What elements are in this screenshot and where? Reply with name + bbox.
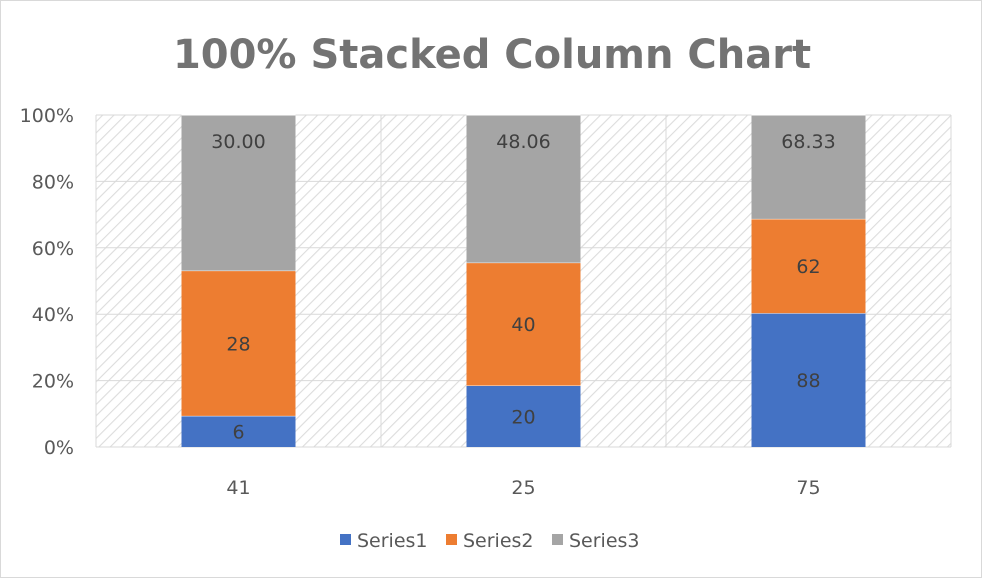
y-tick-label: 100% [20, 105, 74, 127]
data-label: 30.00 [211, 131, 265, 153]
bar-series3-25 [466, 115, 581, 263]
chart-title: 100% Stacked Column Chart [173, 32, 811, 78]
legend-item-series1: Series1 [340, 530, 428, 552]
data-label: 48.06 [496, 131, 550, 153]
bar-series1-25 [466, 385, 581, 447]
data-label: 20 [511, 406, 535, 428]
data-label: 62 [796, 256, 820, 278]
data-label: 6 [232, 421, 244, 443]
y-tick-label: 60% [32, 238, 74, 260]
data-label: 40 [511, 314, 535, 336]
data-label: 88 [796, 370, 820, 392]
legend-swatch [446, 534, 457, 545]
y-axis-ticks: 0% 20% 40% 60% 80% 100% [20, 105, 74, 459]
bar-series2-41 [181, 270, 296, 416]
data-label: 68.33 [781, 131, 835, 153]
legend-label: Series3 [569, 530, 640, 552]
legend-label: Series1 [357, 530, 428, 552]
x-axis-ticks: 41 25 75 [226, 477, 820, 499]
legend-item-series2: Series2 [446, 530, 534, 552]
x-tick-label: 41 [226, 477, 250, 499]
y-tick-label: 80% [32, 171, 74, 193]
y-tick-label: 40% [32, 304, 74, 326]
bar-series3-75 [751, 115, 866, 219]
bar-series1-75 [751, 313, 866, 447]
legend-swatch [552, 534, 563, 545]
bar-series1-41 [181, 415, 296, 447]
x-tick-label: 25 [511, 477, 535, 499]
y-tick-label: 20% [32, 371, 74, 393]
bar-series3-41 [181, 115, 296, 271]
data-labels: 6 28 30.00 20 40 48.06 88 62 68.33 [211, 131, 835, 443]
x-tick-label: 75 [796, 477, 820, 499]
bar-series2-25 [466, 262, 581, 386]
data-label: 28 [226, 333, 250, 355]
legend-item-series3: Series3 [552, 530, 640, 552]
bar-series2-75 [751, 218, 866, 314]
legend: Series1 Series2 Series3 [340, 530, 640, 552]
bars [181, 114, 866, 447]
legend-swatch [340, 534, 351, 545]
legend-label: Series2 [463, 530, 534, 552]
y-tick-label: 0% [44, 437, 74, 459]
